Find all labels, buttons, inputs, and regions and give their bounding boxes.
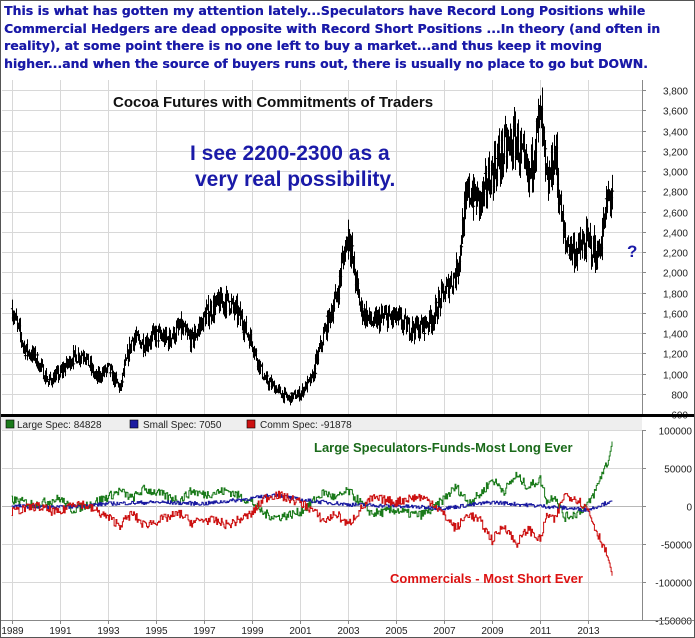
commercials-annotation: Commercials - Most Short Ever [390,571,583,586]
price-tick-label: 3,800 [663,87,688,98]
x-tick-label: 1991 [49,626,72,637]
forecast-line-1: I see 2200-2300 as a [190,142,390,165]
price-tick-label: 1,200 [663,350,688,361]
small-spec-line [11,493,613,512]
x-tick-label: 1989 [1,626,24,637]
price-tick-label: 1,000 [663,371,688,382]
x-tick-label: 2003 [337,626,360,637]
price-tick-label: 1,400 [663,330,688,341]
panel-separator [1,414,694,417]
price-tick-label: 2,000 [663,269,688,280]
x-tick-label: 2001 [289,626,312,637]
question-mark: ? [627,242,637,261]
cot-tick-label: 100000 [659,427,693,438]
comm-spec-line [11,490,613,576]
price-tick-label: 2,200 [663,249,688,260]
cot-tick-label: 0 [686,503,692,514]
large-spec-swatch [5,419,15,429]
x-tick-label: 2007 [433,626,456,637]
commentary-line: Commercial Hedgers are dead opposite wit… [4,20,661,36]
cot-series [11,441,613,576]
cot-tick-label: -150000 [655,617,692,628]
commentary-line: higher...and when the source of buyers r… [4,55,648,71]
cot-legend-bar [1,417,642,430]
price-tick-label: 3,400 [663,128,688,139]
cot-tick-label: 50000 [664,465,692,476]
small-spec-legend: Small Spec: 7050 [143,420,222,431]
cot-tick-label: -100000 [655,579,692,590]
commentary-text: This is what has gotten my attention lat… [4,2,694,72]
price-tick-label: 3,200 [663,148,688,159]
chart-title: Cocoa Futures with Commitments of Trader… [113,94,433,111]
price-tick-label: 800 [671,391,688,402]
x-tick-label: 1999 [241,626,264,637]
x-axis: 1989 1991 1993 1995 1997 1999 2001 2003 2005 2007… [1,620,694,637]
cot-tick-label: -50000 [661,541,693,552]
price-plot-area [2,80,642,414]
x-tick-label: 1997 [193,626,216,637]
x-tick-label: 1993 [97,626,120,637]
price-tick-label: 2,400 [663,229,688,240]
price-tick-label: 3,600 [663,107,688,118]
commentary-line: This is what has gotten my attention lat… [4,3,646,18]
large-spec-legend: Large Spec: 84828 [17,420,102,431]
comm-spec-swatch [246,419,256,429]
price-panel: 6008001,0001,2001,4001,6001,8002,0002,20… [2,80,688,422]
price-tick-label: 1,600 [663,310,688,321]
large-spec-annotation: Large Speculators-Funds-Most Long Ever [314,440,573,455]
comm-spec-legend: Comm Spec: -91878 [260,420,352,431]
large-spec-line [11,441,613,522]
x-tick-label: 1995 [145,626,168,637]
cot-panel: Large Spec: 84828 Small Spec: 7050 Comm … [1,417,692,628]
small-spec-swatch [129,419,139,429]
x-tick-label: 2009 [481,626,504,637]
price-tick-label: 2,600 [663,209,688,220]
price-tick-label: 2,800 [663,188,688,199]
forecast-line-2: very real possibility. [195,168,395,191]
x-tick-label: 2011 [530,626,552,637]
price-bars [10,87,615,406]
price-tick-label: 1,800 [663,290,688,301]
x-tick-label: 2005 [385,626,408,637]
x-tick-label: 2013 [577,626,600,637]
price-tick-label: 3,000 [663,168,688,179]
commentary-line: reality), at some point there is no one … [4,38,602,53]
